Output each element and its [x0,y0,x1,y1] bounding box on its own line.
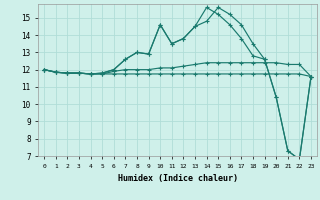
X-axis label: Humidex (Indice chaleur): Humidex (Indice chaleur) [118,174,238,183]
